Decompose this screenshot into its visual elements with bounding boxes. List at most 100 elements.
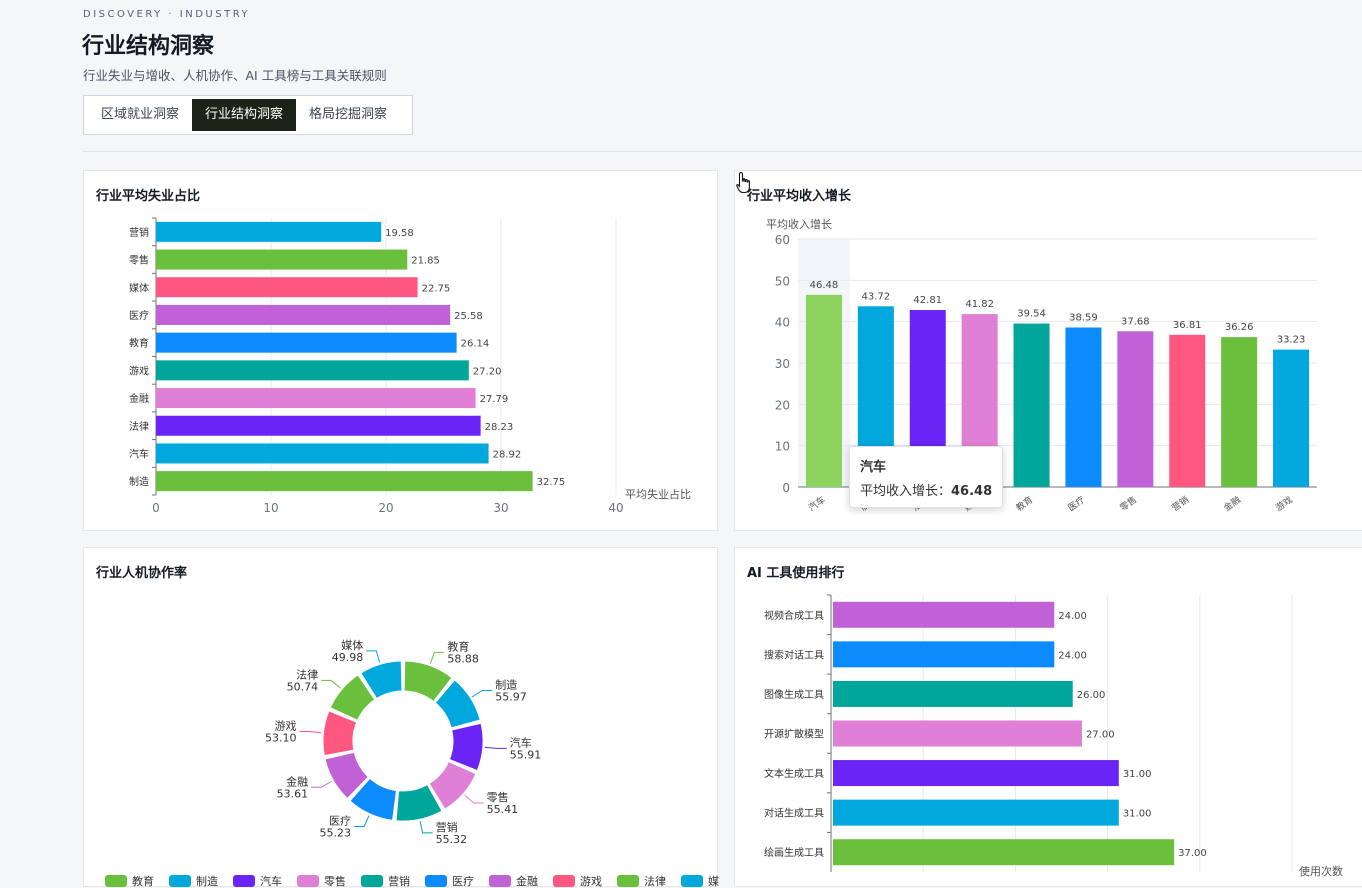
slice-value-label: 50.74 <box>287 680 319 693</box>
label-leader-line <box>484 746 507 749</box>
legend-label: 教育 <box>132 874 154 888</box>
slice-value-label: 55.97 <box>495 690 526 703</box>
category-label: 文本生成工具 <box>764 767 824 780</box>
collab-card: 行业人机协作率 教育 58.88 制造 55.97 汽车 55.91 零售 55.41 营销 55… <box>83 547 719 888</box>
y-tick-label: 50 <box>775 274 790 288</box>
y-tick-label: 30 <box>775 357 790 371</box>
slice-value-label: 55.32 <box>436 833 468 846</box>
tab-bar: 区域就业洞察 行业结构洞察 格局挖掘洞察 <box>83 95 413 135</box>
donut-slice <box>324 751 369 800</box>
donut-slice <box>395 784 443 822</box>
label-leader-line <box>321 679 341 689</box>
x-axis-title: 平均失业占比 <box>625 487 691 501</box>
label-leader-line <box>311 780 332 788</box>
slice-value-label: 53.61 <box>277 787 309 800</box>
legend-swatch <box>233 875 255 887</box>
legend-label: 汽车 <box>260 874 282 888</box>
tooltip-label: 平均收入增长： <box>860 484 952 499</box>
tab-pattern-mining[interactable]: 格局挖掘洞察 <box>309 107 388 122</box>
bar <box>833 760 1119 787</box>
slice-value-label: 55.41 <box>487 803 518 816</box>
bar-value-label: 27.20 <box>473 366 502 377</box>
legend-swatch <box>553 875 575 887</box>
category-label: 开源扩散模型 <box>764 728 824 741</box>
bar <box>833 799 1119 826</box>
bar-value-label: 31.00 <box>1123 809 1152 820</box>
legend-label: 媒体 <box>708 874 719 888</box>
x-tick-label: 教育 <box>1014 494 1036 514</box>
bar <box>156 415 481 436</box>
category-label: 零售 <box>129 254 149 267</box>
bar <box>1117 331 1154 487</box>
bar <box>1013 323 1050 487</box>
category-label: 对话生成工具 <box>764 807 824 820</box>
label-leader-line <box>429 651 445 664</box>
legend-swatch <box>489 875 511 887</box>
bar-value-label: 27.79 <box>480 394 509 405</box>
slice-label: 法律 <box>296 667 318 681</box>
legend-swatch <box>105 875 127 887</box>
bar-value-label: 24.00 <box>1058 611 1087 622</box>
bar-value-label: 36.81 <box>1173 320 1202 331</box>
bar-value-label: 31.00 <box>1123 769 1152 780</box>
legend-label: 医疗 <box>452 874 474 888</box>
slice-value-label: 58.88 <box>447 652 479 665</box>
bar-value-label: 25.58 <box>454 311 483 322</box>
category-label: 教育 <box>129 337 149 350</box>
category-label: 金融 <box>129 392 149 405</box>
category-label: 法律 <box>129 420 149 433</box>
y-tick-label: 0 <box>782 481 790 495</box>
bar-value-label: 28.23 <box>485 422 514 433</box>
slice-label: 制造 <box>495 677 517 691</box>
tab-industry-structure[interactable]: 行业结构洞察 <box>192 99 297 131</box>
label-leader-line <box>419 821 433 834</box>
legend-label: 制造 <box>196 874 218 888</box>
category-label: 图像生成工具 <box>764 688 824 701</box>
category-label: 营销 <box>129 226 149 239</box>
bar-value-label: 43.72 <box>862 291 891 302</box>
label-leader-line <box>299 731 322 734</box>
x-tick-label: 30 <box>493 501 508 515</box>
unemployment-chart: 0 10 20 30 40 营销 19.58 零售 21.85 媒体 22.75 医疗 25.58 教育 2… <box>129 217 691 515</box>
bar <box>1273 349 1310 487</box>
bar-value-label: 46.48 <box>810 280 839 291</box>
category-label: 游戏 <box>129 364 149 377</box>
tab-regional-employment[interactable]: 区域就业洞察 <box>101 107 180 122</box>
x-tick-label: 汽车 <box>806 494 828 514</box>
legend-swatch <box>425 875 447 887</box>
slice-value-label: 55.23 <box>320 827 352 840</box>
slice-label: 游戏 <box>274 720 296 733</box>
legend-swatch <box>617 875 639 887</box>
legend-label: 游戏 <box>580 875 602 888</box>
slice-label: 教育 <box>447 639 469 653</box>
bar <box>156 221 382 242</box>
x-tick-label: 医疗 <box>1066 494 1088 514</box>
unemployment-title: 行业平均失业占比 <box>96 189 201 204</box>
label-leader-line <box>464 794 484 804</box>
label-leader-line <box>366 650 381 663</box>
tools-chart: 视频合成工具 24.00 搜索对话工具 24.00 图像生成工具 26.00 开源扩散模型 2… <box>764 594 1343 878</box>
bar-value-label: 37.68 <box>1121 316 1150 327</box>
bar-value-label: 28.92 <box>493 449 522 460</box>
donut-slice <box>428 761 477 810</box>
x-tick-label: 0 <box>152 501 160 515</box>
x-tick-label: 10 <box>263 501 278 515</box>
legend-label: 法律 <box>644 874 666 888</box>
legend-label: 营销 <box>388 874 410 888</box>
slice-value-label: 55.91 <box>510 748 542 761</box>
x-tick-label: 40 <box>608 501 623 515</box>
category-label: 绘画生成工具 <box>764 846 824 859</box>
legend-swatch <box>169 875 191 887</box>
bar <box>156 277 418 298</box>
category-label: 汽车 <box>129 447 149 460</box>
bar-value-label: 21.85 <box>411 256 440 267</box>
bar <box>805 294 842 487</box>
donut-slice <box>448 722 484 772</box>
header-divider <box>83 151 1362 152</box>
bar <box>833 641 1055 668</box>
bar <box>833 601 1055 628</box>
category-label: 医疗 <box>129 309 149 322</box>
slice-value-label: 49.98 <box>332 651 364 664</box>
label-leader-line <box>471 689 493 698</box>
income-card: 行业平均收入增长 0 10 20 30 40 50 60 平均收入增长 46.48 汽车 43.72… <box>734 170 1362 531</box>
